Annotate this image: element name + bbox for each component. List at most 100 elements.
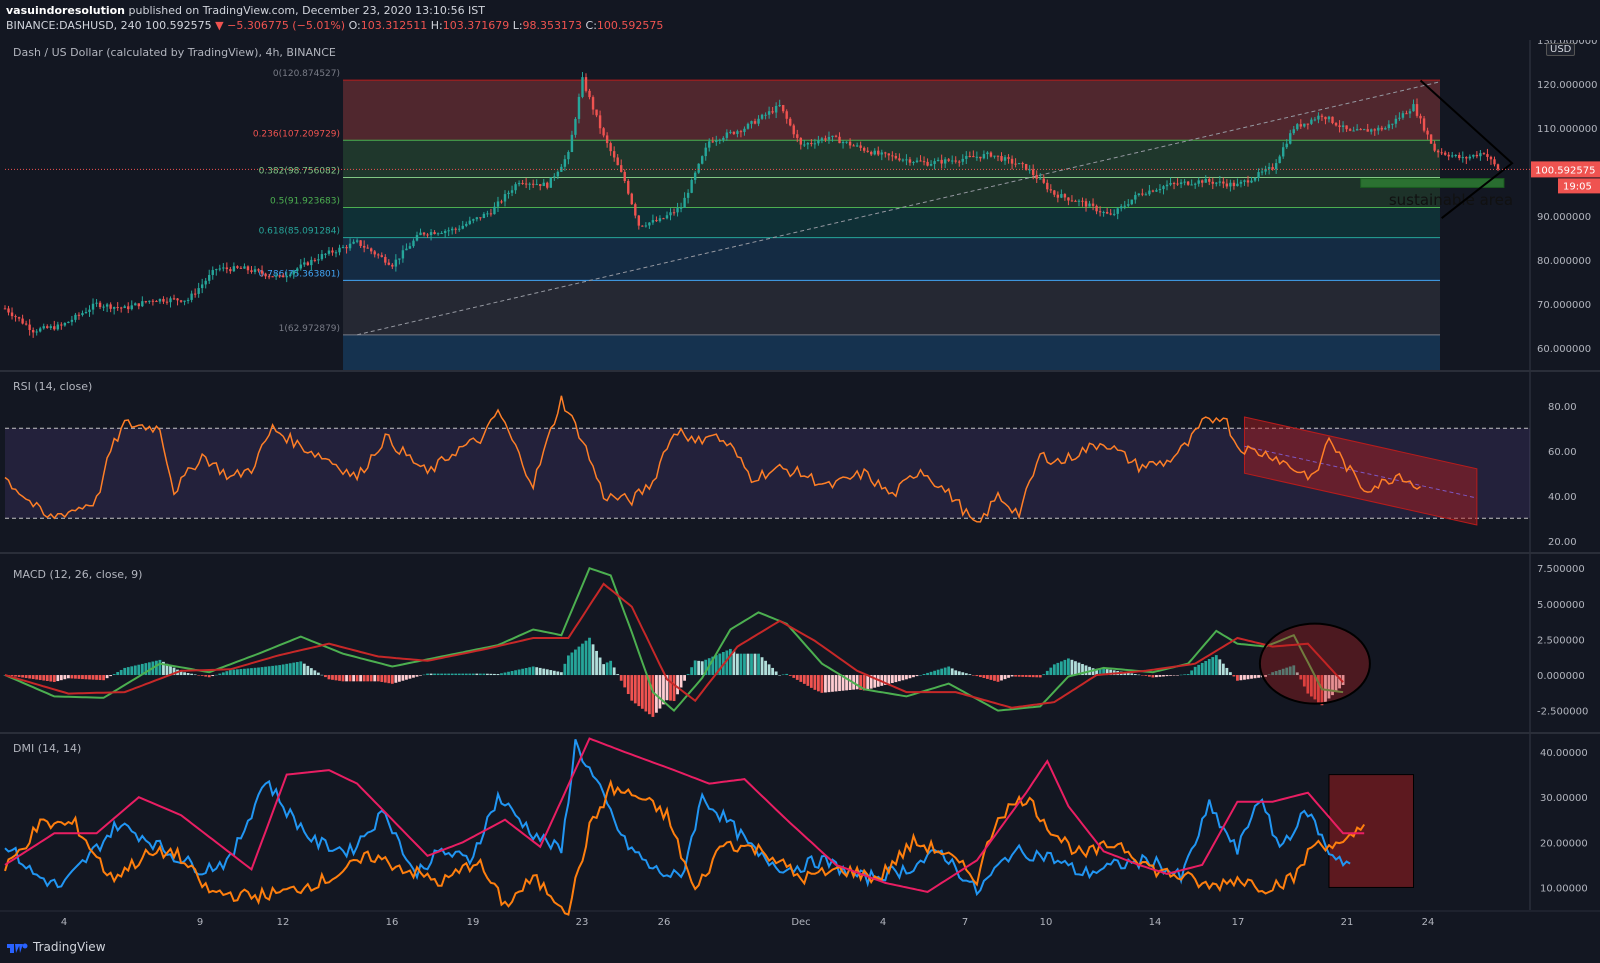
macd-histogram-bar [331,675,334,680]
macd-histogram-bar [897,675,901,682]
candle-body [838,136,841,144]
candle-body [954,160,957,162]
candle-body [693,172,697,180]
x-tick-4: 19 [467,917,480,928]
candle-body [986,152,989,155]
candle-body [996,155,1000,157]
macd-histogram-bar [98,675,102,681]
macd-histogram-bar [1302,675,1306,687]
macd-histogram-bar [901,675,905,681]
macd-histogram-bar [873,675,877,688]
macd-histogram-bar [862,675,866,691]
candle-body [848,141,852,146]
macd-histogram-bar [401,675,405,681]
macd-histogram-bar [207,675,211,678]
macd-histogram-bar [88,675,91,680]
macd-histogram-bar [831,675,834,692]
candle-body [391,264,394,267]
candle-body [1109,213,1112,215]
candle-body [1303,123,1306,127]
macd-histogram-bar [74,675,77,679]
macd-histogram-bar [1081,664,1084,676]
macd-histogram-bar [376,675,380,682]
macd-histogram-bar [84,675,88,680]
rsi-y-tick: 20.00 [1548,537,1577,548]
candle-body [1232,182,1236,187]
candle-body [634,204,637,216]
candle-body [1482,153,1486,155]
macd-histogram-bar [637,675,641,707]
current-price: 100.592575 [145,19,212,32]
macd-histogram-bar [598,657,602,676]
candle-body [1003,157,1007,161]
macd-histogram-bar [848,675,852,690]
macd-histogram-bar [507,671,510,676]
macd-histogram-bar [1250,675,1253,679]
candle-body [387,262,391,265]
macd-histogram-bar [795,675,799,680]
countdown-badge [1558,178,1600,194]
macd-histogram-bar [1042,674,1046,676]
macd-histogram-bar [623,675,627,688]
candle-body [1081,200,1084,202]
dmi-pane-title: DMI (14, 14) [13,742,82,755]
candle-body [7,308,10,313]
candle-body [641,225,644,227]
macd-histogram-bar [426,673,429,676]
macd-histogram-bar [250,668,253,676]
macd-histogram-bar [415,675,419,677]
candle-body [109,304,112,309]
macd-histogram-bar [419,675,422,676]
macd-histogram-bar [535,667,539,676]
macd-histogram-bar [1137,674,1141,676]
macd-histogram-bar [165,663,169,676]
macd-histogram-bar [817,675,820,692]
candle-body [1084,201,1088,207]
candle-body [859,145,862,148]
publisher-name[interactable]: vasuindoresolution [6,4,126,17]
candle-body [1053,190,1056,195]
candle-body [1208,178,1211,182]
macd-histogram-bar [1193,666,1197,676]
macd-histogram-bar [542,668,546,676]
macd-histogram-bar [1221,663,1225,676]
macd-histogram-bar [1021,675,1025,677]
macd-histogram-bar [457,673,461,676]
macd-histogram-bar [429,673,433,676]
candle-body [1313,119,1317,121]
candle-body [933,161,936,165]
macd-histogram-bar [422,674,426,676]
macd-y-tick: 5.000000 [1537,600,1585,611]
macd-histogram-bar [299,661,303,676]
main-y-tick: 90.000000 [1537,212,1591,223]
macd-histogram-bar [1334,675,1338,692]
candle-body [28,324,31,331]
candle-body [806,143,810,145]
candle-body [289,274,292,276]
candle-body [1486,154,1489,157]
candle-body [507,192,510,195]
macd-histogram-bar [119,669,123,676]
macd-pane-title: MACD (12, 26, close, 9) [13,568,143,581]
fib-label-0.786: 0.786(75.363801) [259,269,340,279]
candle-body [898,158,901,161]
macd-histogram-bar [869,675,873,689]
candle-body [1193,183,1197,185]
macd-histogram-bar [1190,670,1194,676]
macd-histogram-bar [28,675,32,679]
macd-histogram-bar [1246,675,1250,680]
candle-body [334,252,338,254]
candle-body [792,125,795,135]
tradingview-logo[interactable]: TradingView [6,940,106,954]
macd-histogram-bar [679,675,683,688]
macd-y-tick: 7.500000 [1537,564,1585,575]
macd-histogram-bar [1017,675,1021,677]
chart-canvas[interactable]: 0(120.874527) 0.236(107.209729) 0.382(98.7… [0,40,1600,933]
currency-button[interactable]: USD [1546,43,1576,56]
macd-histogram-bar [1031,675,1035,678]
candle-body [810,143,813,145]
macd-histogram-bar [133,665,137,676]
candle-body [651,220,655,223]
candle-body [384,256,387,263]
macd-histogram-bar [397,675,401,682]
